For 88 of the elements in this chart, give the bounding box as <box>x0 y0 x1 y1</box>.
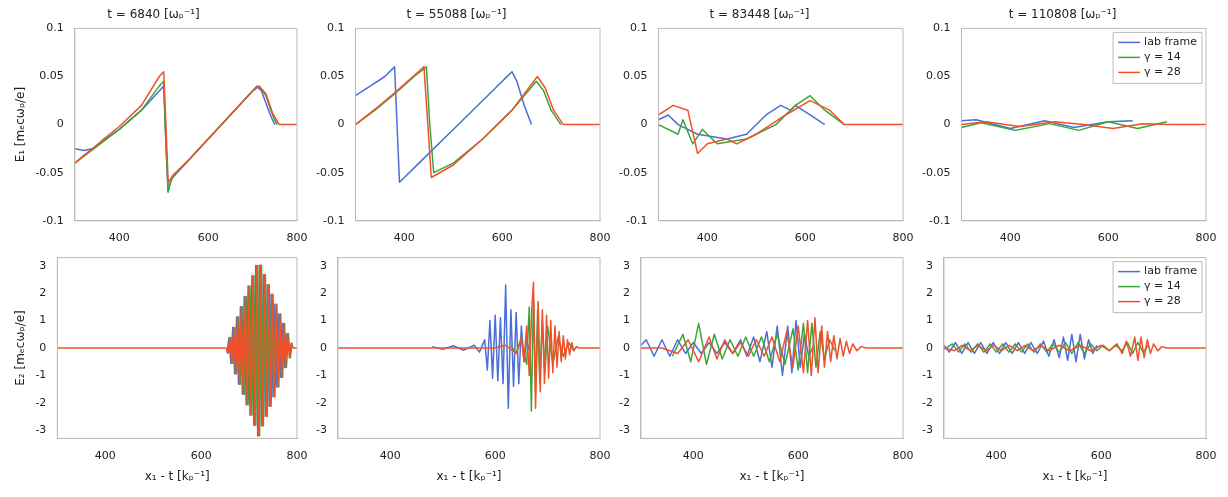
x-tick-label: 800 <box>589 231 611 245</box>
y-tick-label: 1 <box>925 313 933 327</box>
y-tick-label: 0.1 <box>46 21 64 35</box>
y-tick-label: -1 <box>922 368 933 382</box>
y-tick-label: 0.1 <box>629 21 648 35</box>
x-tick-label: 800 <box>286 448 308 462</box>
legend-label: lab frame <box>1144 264 1198 278</box>
y-tick-label: 3 <box>319 258 327 272</box>
x-tick-label: 400 <box>985 448 1007 462</box>
x-tick-label: 800 <box>286 231 308 245</box>
y-tick-label: -0.05 <box>921 165 951 179</box>
y-tick-label: 0.1 <box>326 21 345 35</box>
y-tick-label: 1 <box>622 313 630 327</box>
y-tick-label: 1 <box>319 313 327 327</box>
y-tick-label: 0 <box>39 340 47 354</box>
y-tick-label: 2 <box>622 286 630 300</box>
y-tick-label: 0 <box>925 340 933 354</box>
legend-label: lab frame <box>1144 35 1198 49</box>
y-tick-label: -1 <box>619 368 630 382</box>
y-tick-label: 2 <box>319 286 327 300</box>
legend-label: γ = 28 <box>1144 294 1181 308</box>
x-tick-label: 800 <box>1195 448 1217 462</box>
x-tick-label: 600 <box>197 231 219 245</box>
y-axis-title: E₂ [mₑcωₚ/e] <box>13 310 28 386</box>
y-tick-label: -0.1 <box>42 213 64 227</box>
x-tick-label: 600 <box>1090 448 1112 462</box>
x-axis-title: x₁ - t [kₚ⁻¹] <box>436 468 502 483</box>
y-tick-label: -2 <box>619 395 630 409</box>
x-tick-label: 400 <box>696 231 718 245</box>
y-tick-label: -1 <box>35 368 47 382</box>
y-tick-label: 3 <box>39 258 47 272</box>
y-tick-label: 0 <box>319 340 327 354</box>
y-tick-label: 3 <box>622 258 630 272</box>
y-tick-label: 0.05 <box>925 69 951 83</box>
x-tick-label: 400 <box>379 448 401 462</box>
y-tick-label: -0.1 <box>322 213 345 227</box>
legend-label: γ = 14 <box>1144 279 1181 293</box>
y-tick-label: -0.05 <box>35 165 64 179</box>
x-tick-label: 400 <box>393 231 415 245</box>
legend-label: γ = 14 <box>1144 50 1181 64</box>
y-tick-label: 0.1 <box>932 21 951 35</box>
y-tick-label: -3 <box>35 423 47 437</box>
y-tick-label: 0 <box>943 117 951 131</box>
y-tick-label: 3 <box>925 258 933 272</box>
y-tick-label: -2 <box>316 395 327 409</box>
x-tick-label: 600 <box>787 448 809 462</box>
x-axis-title: x₁ - t [kₚ⁻¹] <box>1042 468 1108 483</box>
x-tick-label: 800 <box>892 448 914 462</box>
y-tick-label: -1 <box>316 368 327 382</box>
x-tick-label: 400 <box>682 448 704 462</box>
y-tick-label: 0.05 <box>319 69 345 83</box>
x-tick-label: 600 <box>491 231 513 245</box>
chart-title: t = 83448 [ωₚ⁻¹] <box>709 7 810 22</box>
y-tick-label: 0 <box>337 117 345 131</box>
y-tick-label: 0 <box>622 340 630 354</box>
chart-title: t = 55088 [ωₚ⁻¹] <box>406 7 507 22</box>
y-tick-label: -0.05 <box>618 165 648 179</box>
y-tick-label: -2 <box>35 395 47 409</box>
y-tick-label: -3 <box>619 423 630 437</box>
x-tick-label: 400 <box>108 231 130 245</box>
x-tick-label: 800 <box>892 231 914 245</box>
y-tick-label: 2 <box>39 286 47 300</box>
x-tick-label: 400 <box>94 448 116 462</box>
y-tick-label: 2 <box>925 286 933 300</box>
y-tick-label: -3 <box>316 423 327 437</box>
x-tick-label: 600 <box>794 231 816 245</box>
x-tick-label: 600 <box>190 448 212 462</box>
y-tick-label: -0.1 <box>928 213 951 227</box>
x-tick-label: 800 <box>1195 231 1217 245</box>
x-axis-title: x₁ - t [kₚ⁻¹] <box>739 468 805 483</box>
chart-title: t = 110808 [ωₚ⁻¹] <box>1008 7 1117 22</box>
x-axis-title: x₁ - t [kₚ⁻¹] <box>144 468 210 483</box>
x-tick-label: 600 <box>1097 231 1119 245</box>
y-axis-title: E₁ [mₑcωₚ/e] <box>13 86 28 163</box>
chart-title: t = 6840 [ωₚ⁻¹] <box>107 7 200 22</box>
y-tick-label: -0.1 <box>625 213 648 227</box>
x-tick-label: 400 <box>999 231 1021 245</box>
y-tick-label: 0 <box>56 117 64 131</box>
y-tick-label: 1 <box>39 313 47 327</box>
y-tick-label: 0.05 <box>39 69 64 83</box>
legend-label: γ = 28 <box>1144 65 1181 79</box>
x-tick-label: 800 <box>589 448 611 462</box>
y-tick-label: 0 <box>640 117 648 131</box>
y-tick-label: -3 <box>922 423 933 437</box>
x-tick-label: 600 <box>484 448 506 462</box>
y-tick-label: -0.05 <box>315 165 345 179</box>
y-tick-label: 0.05 <box>622 69 648 83</box>
y-tick-label: -2 <box>922 395 933 409</box>
